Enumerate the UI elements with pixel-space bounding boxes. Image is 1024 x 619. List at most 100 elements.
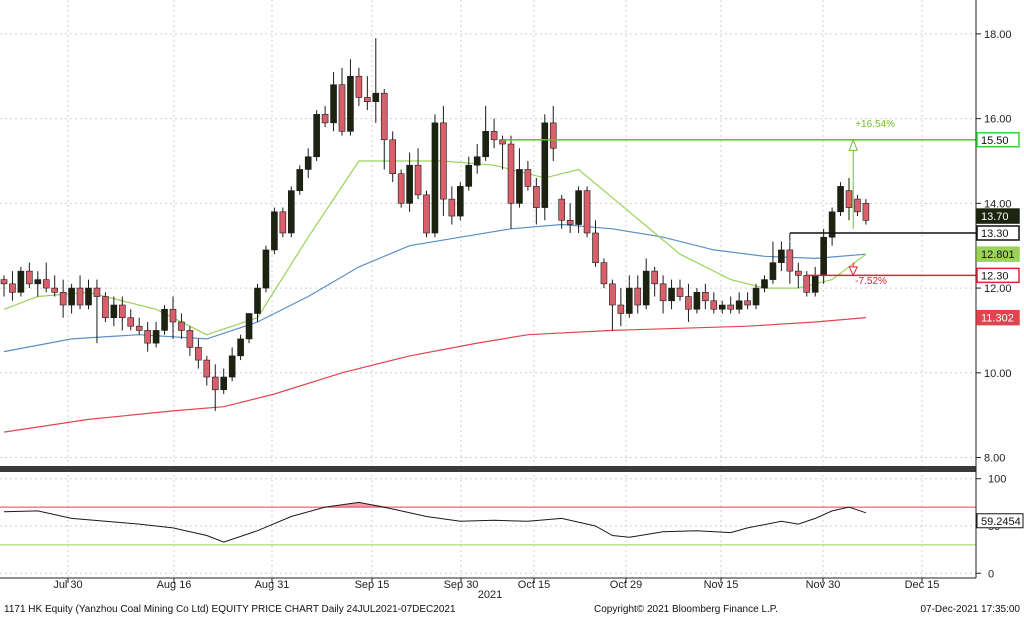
candle-body-up <box>516 169 523 204</box>
level-tag-box <box>976 267 1020 284</box>
candle <box>634 275 642 314</box>
candle-body-down <box>710 300 718 310</box>
candle-body-up <box>313 114 320 158</box>
panel-divider[interactable] <box>0 466 976 472</box>
candle-body-down <box>558 198 566 221</box>
candle-body-down <box>26 270 33 285</box>
rsi-axis: 05010059.2454 <box>976 474 1024 580</box>
candle-body-up <box>837 186 844 213</box>
candle-body-down <box>854 198 861 213</box>
candle <box>102 292 109 322</box>
candle-body-up <box>642 270 650 306</box>
candle-body-up <box>237 338 244 357</box>
candle-body-down <box>533 186 540 208</box>
candle-body-down <box>186 330 194 348</box>
vertical-gridlines <box>67 0 923 578</box>
candle <box>490 118 498 149</box>
candle-body-up <box>68 287 75 306</box>
candle-body-down <box>651 270 658 285</box>
candle <box>685 283 692 322</box>
candle <box>837 182 844 217</box>
candle-body-down <box>355 75 363 98</box>
candle <box>473 144 481 174</box>
candle <box>778 241 785 272</box>
price-tags: 15.50 13.30 12.30 13.70 12.801 11.302 <box>976 132 1020 326</box>
rsi-tick-label: 0 <box>988 568 994 580</box>
candle-body-up <box>575 190 582 225</box>
candle-body-up <box>541 122 549 208</box>
candle <box>465 156 473 191</box>
candle <box>127 309 135 331</box>
candle <box>617 288 625 327</box>
candle <box>347 59 354 136</box>
candle-body-down <box>524 169 532 187</box>
candle <box>592 220 599 267</box>
candle-body-up <box>228 355 236 378</box>
candle-body-down <box>794 270 802 276</box>
date-tick-label: Oct 29 <box>610 579 642 591</box>
candle <box>26 262 33 289</box>
date-tick-label: Aug 31 <box>255 579 290 591</box>
price-tag-box <box>976 246 1020 262</box>
candle <box>727 296 735 314</box>
candle-body-down <box>397 173 405 204</box>
candle-body-down <box>195 347 202 361</box>
candle-body-down <box>380 92 388 141</box>
candle <box>752 283 760 310</box>
candle <box>566 203 574 233</box>
candle <box>17 266 25 297</box>
timestamp: 07-Dec-2021 17:35:00 <box>920 604 1020 615</box>
candle-body-up <box>330 84 337 124</box>
candle-body-up <box>668 287 675 302</box>
rsi-panel <box>0 478 976 574</box>
candle-body-up <box>254 287 261 314</box>
candle-body-down <box>600 262 608 285</box>
candle-body-down <box>279 211 287 234</box>
candle-body-up <box>820 236 827 276</box>
gain-arrow-head <box>848 138 858 151</box>
candle <box>330 72 337 132</box>
candle <box>355 67 363 106</box>
candle <box>34 271 42 297</box>
candle <box>702 283 709 310</box>
candle-body-down <box>119 304 126 319</box>
price-tag: 13.70 <box>976 208 1020 224</box>
candle <box>144 321 151 352</box>
candle <box>718 300 726 314</box>
candle <box>245 313 253 344</box>
candle <box>668 279 675 310</box>
candle-body-down <box>76 287 84 306</box>
candle-body-down <box>676 287 684 297</box>
level-tag-text: 12.30 <box>981 270 1009 282</box>
candle-body-up <box>304 156 312 170</box>
price-tag-text: 11.302 <box>981 313 1014 325</box>
date-axis: Jul 30 Aug 16 Aug 31 Sep 15 Sep 30 Oct 15 Oct … <box>53 578 939 591</box>
price-tag: 11.302 <box>976 309 1020 326</box>
candle-body-down <box>845 190 853 208</box>
ma-mid-line <box>3 223 866 353</box>
candle-body-up <box>271 211 278 251</box>
candle <box>423 190 430 238</box>
candle-body-up <box>625 287 633 314</box>
candle-body-up <box>769 262 777 280</box>
candle-body-down <box>414 164 422 196</box>
candle-body-down <box>203 359 211 378</box>
candle-body-down <box>364 97 371 102</box>
date-tick-label: Oct 15 <box>518 579 550 591</box>
candle <box>262 245 270 293</box>
candle-body-up <box>287 190 295 234</box>
candle <box>42 262 50 293</box>
ma-slow-line <box>3 317 866 433</box>
candle-body-down <box>727 304 735 310</box>
price-chart: +16.54% -7.52% 8.00 10.00 12.00 14.00 16.00 18… <box>0 0 1024 601</box>
candle <box>220 368 227 394</box>
price-tick-label: 12.00 <box>984 283 1012 295</box>
candle <box>321 105 329 128</box>
candle-body-up <box>431 122 439 234</box>
candle-body-down <box>566 219 574 225</box>
candle <box>211 364 219 411</box>
candle <box>237 334 244 361</box>
candle <box>431 114 439 238</box>
date-tick-label: Jul 30 <box>53 579 82 591</box>
candle <box>338 67 346 136</box>
